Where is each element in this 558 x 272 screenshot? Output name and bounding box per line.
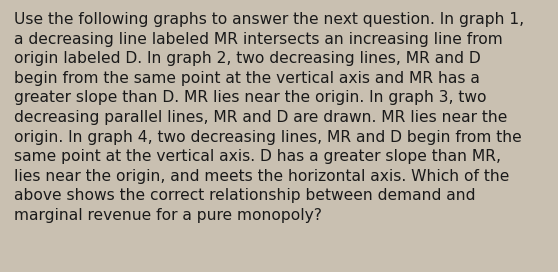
Text: Use the following graphs to answer the next question. In graph 1,
a decreasing l: Use the following graphs to answer the n…: [14, 12, 524, 223]
